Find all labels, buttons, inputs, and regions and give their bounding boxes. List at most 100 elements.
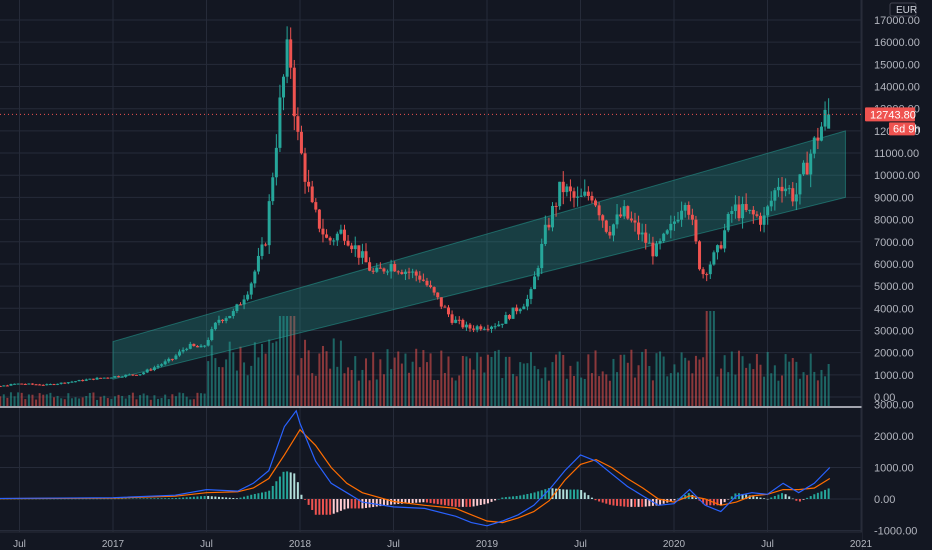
candle-body — [633, 220, 637, 223]
price-axis-label: 14000.00 — [874, 82, 920, 94]
macd-histogram-bar — [250, 494, 253, 499]
macd-histogram-bar — [289, 472, 292, 499]
candle-body — [540, 243, 544, 269]
macd-histogram-bar — [630, 499, 633, 507]
volume-bar — [124, 398, 127, 406]
volume-bar — [2, 394, 5, 406]
volume-bar — [314, 375, 317, 406]
macd-histogram-bar — [361, 499, 364, 509]
candle-body — [414, 271, 418, 276]
candle-body — [48, 384, 52, 386]
candle-body — [805, 162, 809, 175]
volume-bar — [763, 376, 766, 406]
macd-histogram-bar — [766, 498, 769, 500]
macd-histogram-bar — [788, 496, 791, 499]
macd-histogram-bar — [174, 498, 177, 499]
volume-bar — [167, 399, 170, 406]
volume-bar — [580, 377, 583, 406]
volume-bar — [458, 375, 461, 406]
volume-bar — [798, 378, 801, 406]
macd-histogram-bar — [677, 498, 680, 500]
candle-body — [665, 230, 669, 234]
macd-histogram-bar — [60, 498, 63, 500]
candle-body — [138, 374, 142, 376]
candle-body — [23, 383, 27, 385]
candle-body — [812, 137, 816, 154]
macd-histogram-bar — [694, 497, 697, 499]
candle-body — [468, 324, 472, 329]
macd-histogram-bar — [217, 496, 220, 499]
volume-bar — [339, 340, 342, 406]
candle-body — [364, 251, 368, 263]
candle-body — [690, 214, 694, 220]
macd-histogram-bar — [318, 499, 321, 515]
macd-histogram-bar — [117, 498, 120, 500]
volume-bar — [540, 378, 543, 406]
candle-body — [784, 188, 788, 192]
candle-body — [371, 270, 375, 272]
macd-histogram-bar — [113, 498, 116, 500]
candle-body — [450, 314, 454, 323]
candle-body — [163, 361, 167, 365]
volume-bar — [408, 372, 411, 406]
candle-body — [285, 39, 289, 77]
volume-bar — [99, 396, 102, 406]
macd-histogram-bar — [350, 499, 353, 509]
volume-bar — [325, 351, 328, 406]
volume-bar — [590, 373, 593, 406]
macd-histogram-bar — [339, 499, 342, 511]
candle-body — [500, 323, 504, 325]
volume-bar — [537, 369, 540, 406]
currency-box[interactable] — [889, 2, 917, 17]
volume-bar — [282, 316, 285, 406]
volume-bar — [135, 399, 138, 406]
regression-channel[interactable] — [112, 130, 846, 380]
volume-bar — [397, 351, 400, 406]
candle-body — [74, 381, 78, 383]
candle-body — [203, 345, 207, 347]
volume-bar — [759, 364, 762, 406]
volume-bar — [461, 355, 464, 406]
volume-bar — [278, 316, 281, 406]
macd-histogram-bar — [99, 498, 102, 500]
candle-body — [91, 378, 95, 380]
macd-axis-label: 1000.00 — [874, 463, 914, 475]
macd-histogram-bar — [641, 499, 644, 507]
candle-body — [493, 326, 497, 328]
candle-body — [597, 205, 601, 216]
candle-body — [715, 245, 719, 253]
volume-bar — [203, 393, 206, 406]
candle-body — [70, 381, 74, 383]
macd-histogram-bar — [153, 498, 156, 499]
macd-histogram-bar — [569, 489, 572, 499]
price-axis[interactable]: 0.00 1000.00 2000.00 3000.00 4000.00 5000.00 6… — [861, 0, 932, 550]
macd-histogram-bar — [296, 482, 299, 499]
volume-bar — [78, 398, 81, 406]
volume-bar — [605, 374, 608, 406]
candle-body — [109, 377, 113, 379]
volume-bar — [508, 356, 511, 406]
volume-bar — [465, 356, 468, 406]
macd-histogram-bar — [200, 496, 203, 499]
candle-body — [210, 329, 214, 340]
candle-body — [586, 191, 590, 196]
volume-bar — [160, 397, 163, 406]
candle-body — [228, 315, 232, 319]
currency-label[interactable]: EUR — [896, 5, 917, 16]
volume-bar — [142, 393, 145, 406]
volume-bar — [329, 368, 332, 406]
candle-body — [217, 319, 221, 323]
candle-body — [518, 309, 522, 312]
candle-body — [680, 210, 684, 220]
time-axis[interactable]: Jul 2017 Jul 2018 Jul 2019 Jul 2020 Jul 2021 — [0, 531, 873, 550]
candle-body — [640, 232, 644, 235]
volume-bar — [436, 380, 439, 406]
candle-body — [106, 377, 110, 379]
volume-bar — [490, 356, 493, 406]
candle-body — [744, 204, 748, 211]
macd-histogram-bar — [128, 498, 131, 500]
candle-body — [271, 177, 275, 202]
volume-bar — [60, 398, 63, 406]
macd-histogram-bar — [454, 499, 457, 507]
